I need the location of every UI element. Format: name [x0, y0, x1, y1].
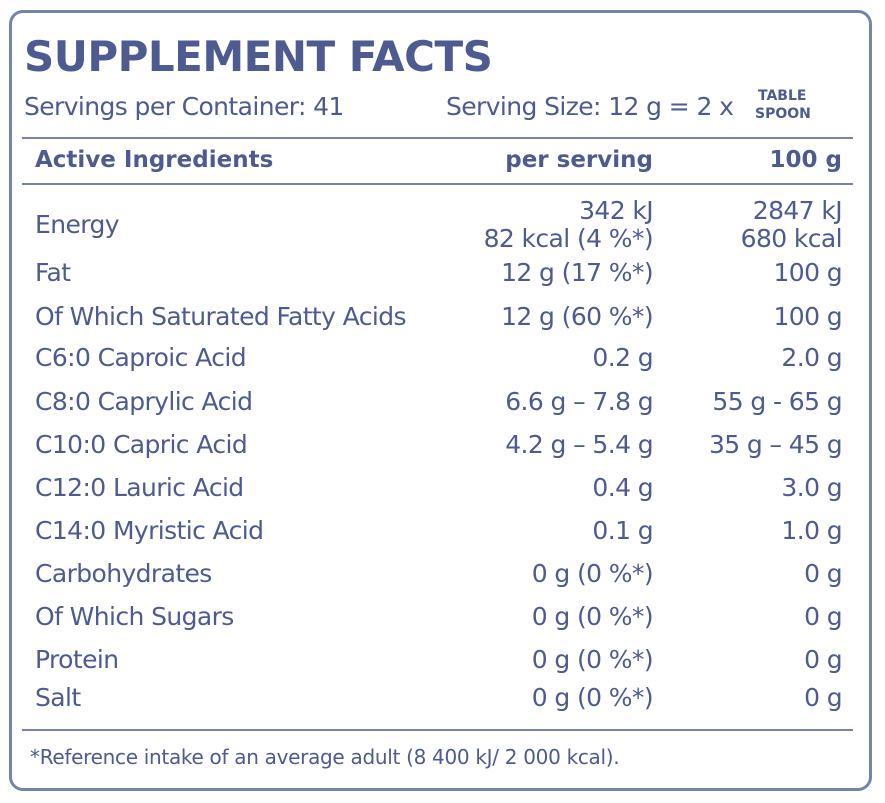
amount: 35 g – 45 g [708, 430, 843, 459]
rule [22, 729, 853, 731]
unit-line: TABLE [758, 88, 807, 104]
amount: 12 g (17 %*) [501, 258, 654, 287]
unit-line: SPOON [755, 106, 811, 122]
amount: 55 g - 65 g [712, 387, 842, 416]
amount: 0 g [804, 683, 843, 712]
ingredient-name: Energy [35, 210, 120, 239]
amount: 1.0 g [781, 516, 842, 545]
ingredient-name: C8:0 Caprylic Acid [35, 387, 253, 416]
amount: 0 g [804, 602, 843, 631]
amount: 100 g [773, 258, 842, 287]
amount: 100 g [773, 302, 842, 331]
amount: 12 g (60 %*) [501, 302, 654, 331]
column-header: Active Ingredients [35, 147, 274, 173]
amount: 680 kcal [740, 224, 843, 253]
amount: 0.4 g [592, 473, 653, 502]
column-header: per serving [505, 147, 653, 173]
amount: 0 g (0 %*) [531, 645, 654, 674]
amount: 0 g (0 %*) [531, 602, 654, 631]
amount: 4.2 g – 5.4 g [505, 430, 653, 459]
rule [22, 183, 853, 185]
ingredient-name: C12:0 Lauric Acid [35, 473, 244, 502]
amount: 82 kcal (4 %*) [483, 224, 654, 253]
ingredient-name: Salt [35, 683, 81, 712]
title: SUPPLEMENT FACTS [24, 32, 493, 81]
amount: 0.2 g [592, 343, 653, 372]
ingredient-name: Of Which Saturated Fatty Acids [35, 302, 407, 331]
amount: 342 kJ [579, 196, 654, 225]
ingredient-name: Protein [35, 645, 119, 674]
ingredient-name: Fat [35, 258, 71, 287]
ingredient-name: C14:0 Myristic Acid [35, 516, 264, 545]
ingredient-name: C6:0 Caproic Acid [35, 343, 247, 372]
amount: 0 g (0 %*) [531, 559, 654, 588]
footnote: *Reference intake of an average adult (8… [30, 745, 620, 769]
amount: 0 g (0 %*) [531, 683, 654, 712]
frame [9, 10, 872, 791]
amount: 0.1 g [592, 516, 653, 545]
amount: 0 g [804, 559, 843, 588]
amount: 0 g [804, 645, 843, 674]
amount: 3.0 g [781, 473, 842, 502]
serving-size: Serving Size: 12 g = 2 x [446, 92, 734, 121]
amount: 2.0 g [781, 343, 842, 372]
ingredient-name: Carbohydrates [35, 559, 212, 588]
ingredient-name: Of Which Sugars [35, 602, 234, 631]
amount: 2847 kJ [752, 196, 843, 225]
ingredient-name: C10:0 Capric Acid [35, 430, 248, 459]
column-header: 100 g [769, 147, 842, 173]
rule [22, 137, 853, 139]
servings: Servings per Container: 41 [24, 92, 344, 121]
amount: 6.6 g – 7.8 g [505, 387, 653, 416]
